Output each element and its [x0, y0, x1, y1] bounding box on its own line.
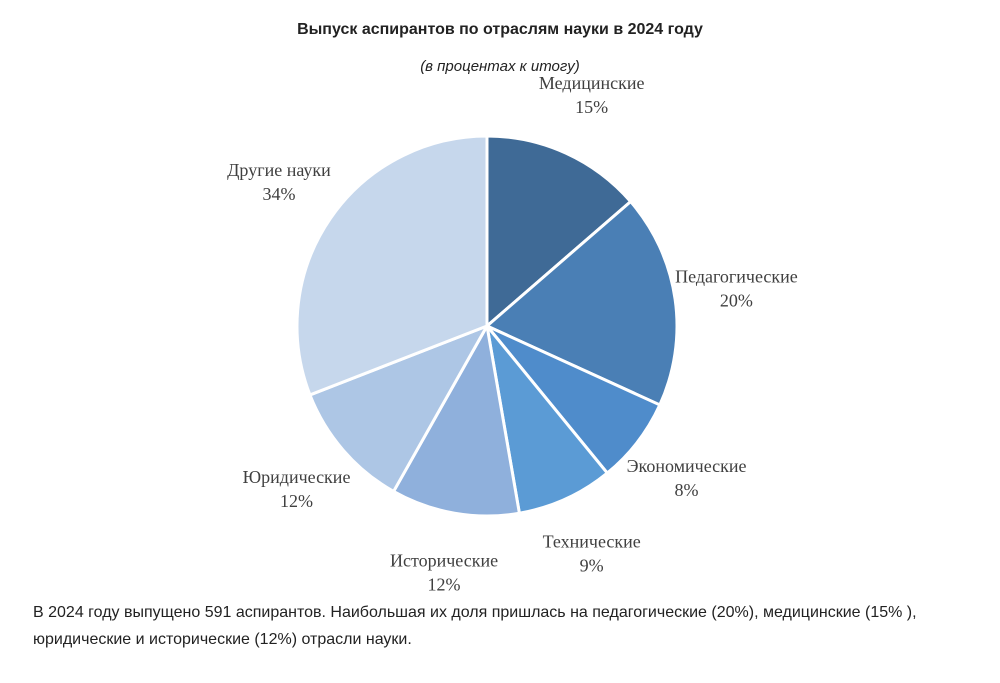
slice-value-label: 12% — [280, 491, 313, 511]
slice-value-label: 20% — [720, 290, 753, 310]
slice-label: Юридические — [243, 467, 351, 487]
pie-slice — [391, 321, 522, 518]
pie-slice — [484, 199, 679, 407]
description: В 2024 году выпущено 591 аспирантов. Наи… — [33, 604, 917, 648]
slice-label: Технические — [543, 531, 641, 551]
slice-value-label: 34% — [262, 184, 295, 204]
pie-slice — [484, 320, 610, 515]
slice-label: Исторические — [390, 550, 498, 570]
slice-label: Другие науки — [227, 160, 331, 180]
slice-label: Педагогические — [675, 266, 798, 286]
slice-value-label: 12% — [428, 574, 461, 594]
slice-value-label: 8% — [675, 480, 699, 500]
chart-title: Выпуск аспирантов по отраслям науки в 20… — [297, 21, 703, 38]
slice-label: Экономические — [627, 456, 747, 476]
pie-slice — [308, 323, 491, 494]
pie-slice — [295, 134, 489, 397]
pie-slice — [485, 134, 633, 330]
slice-label: Медицинские — [539, 73, 645, 93]
slice-value-label: 9% — [580, 555, 604, 575]
chart-subtitle: (в процентах к итогу) — [420, 58, 580, 75]
chart: Выпуск аспирантов по отраслям науки в 20… — [227, 21, 798, 594]
slice-value-label: 15% — [575, 97, 608, 117]
